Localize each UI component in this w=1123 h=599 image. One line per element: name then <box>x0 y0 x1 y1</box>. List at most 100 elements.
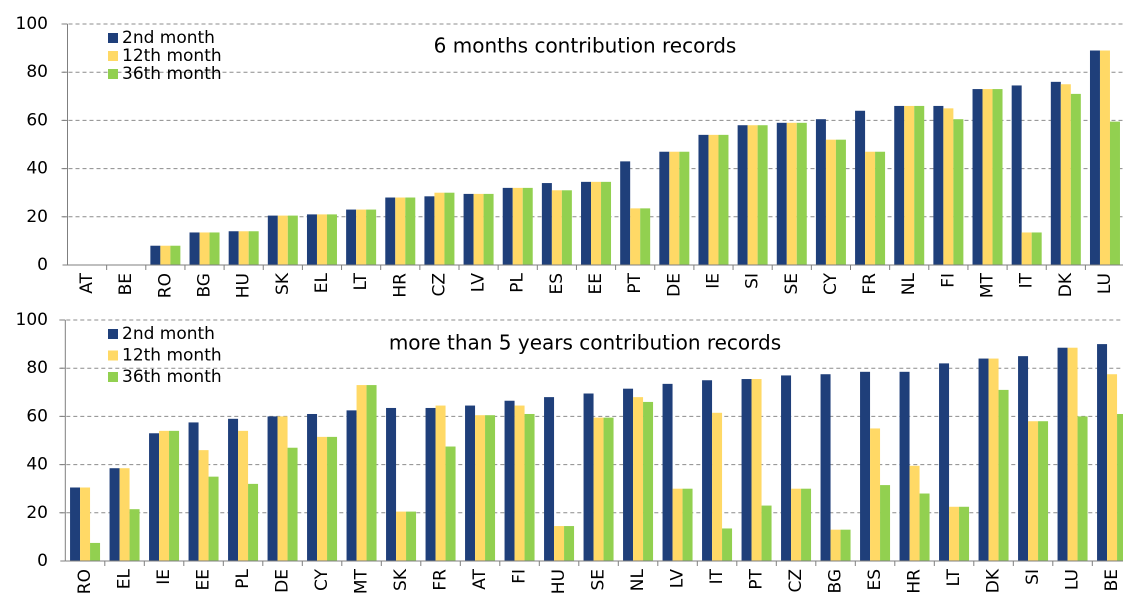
bar <box>228 418 239 561</box>
bar <box>483 193 494 265</box>
bar <box>1021 232 1032 265</box>
bar <box>786 122 797 265</box>
bar <box>1011 85 1022 265</box>
legend-swatch <box>108 51 118 61</box>
bar <box>248 231 259 265</box>
y-tick-label: 80 <box>26 358 48 378</box>
bar <box>287 215 298 265</box>
bar <box>776 122 787 265</box>
bar <box>514 405 525 561</box>
x-tick-label: DE <box>273 569 293 593</box>
bar <box>581 181 592 265</box>
bar <box>425 407 436 561</box>
bar <box>70 487 81 561</box>
x-tick-label: LU <box>1063 569 1083 590</box>
bar <box>524 413 535 561</box>
bar <box>287 447 298 561</box>
y-tick-label: 80 <box>26 62 48 82</box>
bar <box>1089 50 1100 266</box>
legend-label: 2nd month <box>122 324 215 344</box>
bar <box>307 413 318 561</box>
bar <box>238 231 249 265</box>
x-tick-label: FI <box>938 273 958 288</box>
bar <box>682 488 693 561</box>
bar <box>316 214 327 265</box>
bar <box>669 151 680 265</box>
bar <box>757 125 768 265</box>
bar <box>1107 374 1118 561</box>
y-tick-label: 20 <box>26 207 48 227</box>
x-tick-label: BE <box>116 273 136 295</box>
bar <box>909 465 920 561</box>
bar <box>366 209 377 265</box>
bar <box>346 410 357 561</box>
bar <box>620 161 631 265</box>
bar <box>1077 416 1088 561</box>
bar <box>761 505 772 561</box>
bar <box>747 125 758 265</box>
bar <box>306 214 317 265</box>
x-tick-label: SE <box>782 273 802 295</box>
bar <box>119 468 130 561</box>
x-tick-label: MT <box>352 568 372 594</box>
bar <box>943 108 954 265</box>
bar <box>435 405 446 561</box>
x-tick-label: BG <box>195 273 215 298</box>
x-tick-label: HU <box>549 569 569 594</box>
bar <box>1018 356 1029 561</box>
bar <box>209 232 220 265</box>
bar <box>80 487 91 561</box>
bar <box>199 232 210 265</box>
x-tick-label: FR <box>431 569 451 591</box>
y-tick-label: 20 <box>26 503 48 523</box>
legend-swatch <box>108 372 118 382</box>
bar <box>904 105 915 265</box>
bar <box>445 446 456 561</box>
bar <box>593 417 604 561</box>
bar <box>875 151 886 265</box>
x-tick-label: LT <box>351 272 371 290</box>
bar <box>840 529 851 561</box>
bar <box>1070 93 1081 265</box>
bar <box>633 397 644 561</box>
x-tick-label: SK <box>273 272 293 295</box>
legend-swatch <box>108 350 118 361</box>
legend-swatch <box>108 33 118 43</box>
bar <box>801 488 812 561</box>
bar <box>698 134 709 265</box>
bar <box>702 380 713 561</box>
bar <box>939 363 950 561</box>
x-tick-label: DE <box>664 273 684 297</box>
bar <box>796 122 807 265</box>
x-tick-label: CZ <box>786 569 806 593</box>
x-tick-label: IT <box>1017 272 1037 288</box>
x-tick-label: LT <box>944 568 964 586</box>
bar <box>149 433 160 561</box>
bar <box>982 89 993 265</box>
bar <box>1097 344 1108 561</box>
bar <box>601 181 612 265</box>
x-tick-label: CZ <box>429 273 449 297</box>
bar <box>894 105 905 265</box>
bar <box>672 488 683 561</box>
bar <box>988 358 999 561</box>
bar <box>267 215 278 265</box>
x-tick-label: LV <box>668 569 688 589</box>
x-tick-label: FR <box>860 273 880 295</box>
bar <box>1031 232 1042 265</box>
x-tick-label: HR <box>390 273 410 298</box>
legend-swatch <box>108 69 118 79</box>
bar <box>870 428 881 561</box>
bar <box>366 385 377 561</box>
bar <box>228 231 239 265</box>
x-tick-label: PL <box>508 272 528 292</box>
bar <box>933 105 944 265</box>
x-tick-label: CY <box>312 568 332 591</box>
bar <box>160 245 171 265</box>
x-tick-label: SI <box>1023 569 1043 585</box>
x-tick-label: PL <box>233 568 253 588</box>
bar <box>708 134 719 265</box>
x-tick-label: BG <box>826 569 846 594</box>
x-tick-label: IE <box>703 273 723 289</box>
